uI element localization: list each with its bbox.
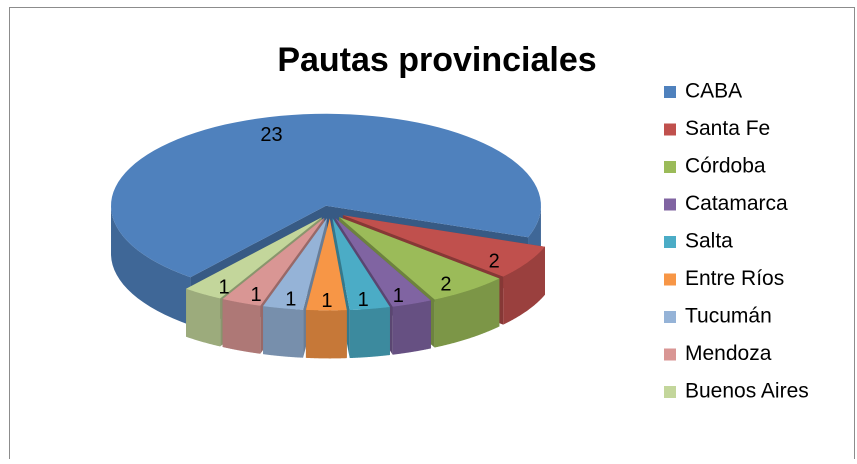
slice-wall [349,307,390,359]
slice-top [332,218,390,311]
slice [305,218,347,359]
data-label: 2 [440,273,451,295]
legend-label: Tucumán [685,305,772,328]
data-label: 1 [251,284,262,306]
legend-swatch [664,198,676,211]
slice-top [222,217,325,306]
data-label: 1 [393,285,404,307]
slice-wall [392,300,431,355]
slice-top [263,218,327,310]
legend-swatch [664,386,676,398]
slice-wall [305,309,347,359]
slice-wall [111,206,191,326]
data-label: 1 [321,290,332,312]
legend-label: Mendoza [685,342,772,365]
slice-top [335,218,431,307]
data-label: 2 [489,250,500,272]
legend-swatch [664,123,676,136]
slice-top [305,218,347,311]
data-label: 23 [260,124,282,146]
legend-label: CABA [685,80,742,103]
legend-swatch [664,348,676,361]
data-label: 1 [285,288,296,310]
legend-swatch [664,86,676,98]
slice-wall [222,299,261,354]
data-label: 1 [218,276,229,298]
legend-swatch [664,273,676,286]
slice-wall [263,306,304,358]
legend-label: Entre Ríos [685,267,784,290]
slice-wall [503,246,545,325]
slice-top [339,217,500,300]
legend-swatch [664,236,676,248]
legend-label: Buenos Aires [685,380,809,403]
chart-title: Pautas provinciales [277,41,596,79]
legend-label: Santa Fe [685,117,770,140]
slice-wall [434,278,500,348]
legend-swatch [664,161,676,173]
data-label: 1 [358,289,369,311]
legend-swatch [664,311,676,323]
legend-label: Salta [685,230,733,253]
legend-label: Córdoba [685,155,766,178]
slice-top [186,217,322,299]
legend-label: Catamarca [685,192,788,215]
slice-wall [186,288,221,347]
slice-top [111,113,541,278]
slice-top [342,215,545,277]
